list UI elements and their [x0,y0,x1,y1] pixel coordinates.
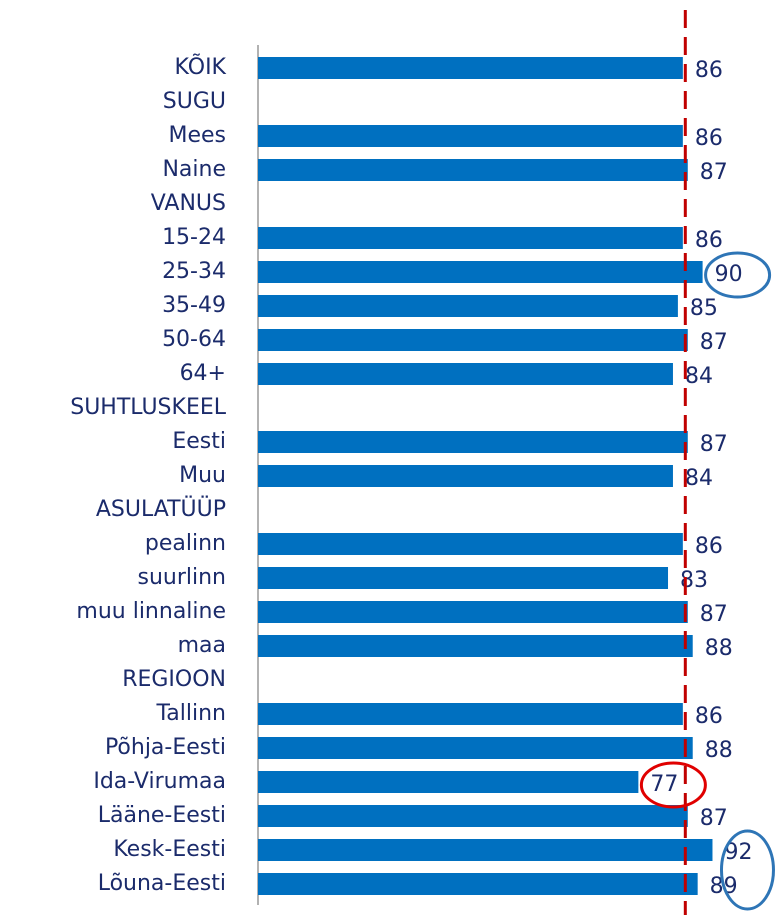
category-label: maa [178,633,226,658]
category-label: Ida-Virumaa [93,769,226,794]
category-label: KÕIK [175,53,227,80]
bar [258,125,683,147]
bar [258,567,669,589]
value-label: 87 [700,330,728,355]
bar [258,805,688,827]
value-label: 77 [650,772,678,797]
value-label: 87 [700,432,728,457]
bar [258,227,683,249]
highlight-oval [719,829,775,911]
bar [258,635,693,657]
bar [258,873,698,895]
bar [258,431,688,453]
value-label: 84 [685,364,713,389]
category-label: Eesti [172,429,226,454]
bar [258,771,639,793]
category-label: 35-49 [162,293,226,318]
category-label: suurlinn [137,565,226,590]
category-label: Tallinn [155,701,226,726]
category-label: Põhja-Eesti [105,735,226,760]
category-label: 50-64 [162,327,226,352]
value-label: 88 [705,738,733,763]
highlight-oval [639,761,707,809]
bar [258,295,678,317]
value-label: 86 [695,58,723,83]
value-label: 85 [690,296,718,321]
highlight-oval [704,251,772,299]
bar [258,465,673,487]
category-label: VANUS [151,191,226,216]
bar [258,329,688,351]
category-label: Mees [168,123,226,148]
category-label: Lõuna-Eesti [98,871,226,896]
bar [258,159,688,181]
value-label: 84 [685,466,713,491]
value-label: 90 [715,262,743,287]
category-label: Muu [179,463,226,488]
bar [258,363,673,385]
category-label: REGIOON [122,667,226,692]
category-label: 25-34 [162,259,226,284]
bar [258,703,683,725]
category-label: Naine [162,157,226,182]
value-label: 86 [695,126,723,151]
value-label: 86 [695,228,723,253]
value-label: 87 [700,806,728,831]
category-label: ASULATÜÜP [96,496,226,522]
category-label: SUGU [163,89,226,114]
bar [258,839,713,861]
value-label: 86 [695,704,723,729]
bar [258,57,683,79]
category-label: muu linnaline [76,599,226,624]
category-label: SUHTLUSKEEL [70,395,227,420]
value-label: 87 [700,602,728,627]
bar [258,533,683,555]
category-label: Kesk-Eesti [113,837,226,862]
value-label: 87 [700,160,728,185]
category-label: 64+ [180,361,226,386]
category-label: Lääne-Eesti [98,803,226,828]
category-label: pealinn [145,531,226,556]
bar [258,737,693,759]
category-label: 15-24 [162,225,226,250]
value-label: 88 [705,636,733,661]
bar [258,261,703,283]
value-label: 86 [695,534,723,559]
bar [258,601,688,623]
